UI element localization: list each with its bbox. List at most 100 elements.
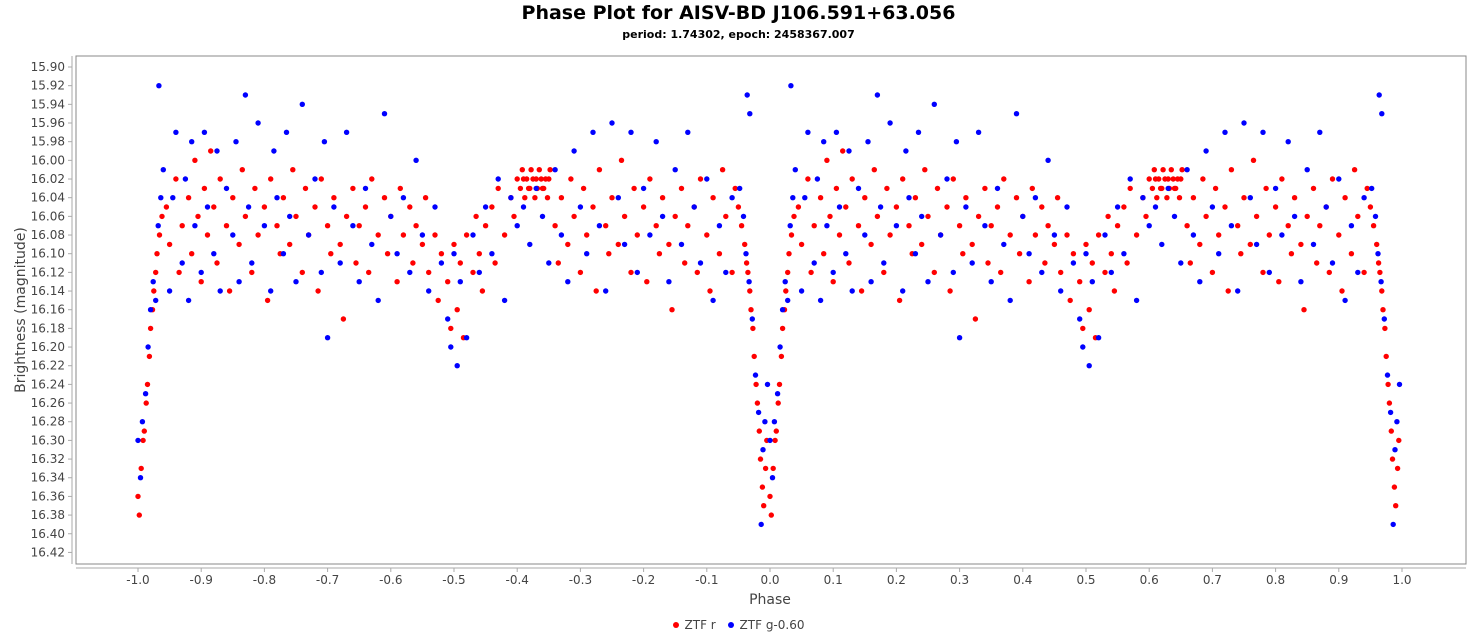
point-ztf-g — [135, 437, 141, 444]
point-ztf-r — [435, 297, 441, 304]
point-ztf-g — [1323, 204, 1329, 210]
point-ztf-g — [746, 279, 752, 285]
point-ztf-r — [672, 213, 678, 220]
point-ztf-r — [922, 167, 928, 173]
point-ztf-r — [871, 167, 877, 173]
point-ztf-r — [1310, 185, 1317, 192]
point-ztf-g — [520, 204, 527, 210]
point-ztf-r — [558, 195, 565, 201]
point-ztf-g — [198, 269, 204, 276]
point-ztf-r — [539, 185, 546, 192]
point-ztf-r — [473, 213, 479, 220]
point-ztf-r — [546, 176, 552, 182]
point-ztf-r — [397, 185, 403, 192]
point-ztf-r — [274, 223, 280, 229]
point-ztf-r — [1225, 288, 1231, 294]
point-ztf-g — [1279, 232, 1285, 238]
point-ztf-g — [1348, 223, 1355, 229]
point-ztf-r — [1108, 251, 1115, 257]
point-ztf-r — [138, 465, 144, 472]
point-ztf-r — [669, 307, 675, 313]
point-ztf-r — [896, 297, 903, 304]
point-ztf-g — [255, 120, 261, 126]
point-ztf-r — [198, 279, 204, 285]
point-ztf-r — [761, 503, 767, 509]
point-ztf-r — [786, 251, 792, 257]
point-ztf-r — [778, 353, 785, 360]
point-ztf-r — [189, 251, 195, 257]
point-ztf-g — [740, 213, 747, 220]
point-ztf-g — [975, 129, 982, 135]
point-ztf-r — [1133, 232, 1140, 238]
point-ztf-g — [489, 251, 495, 257]
point-ztf-r — [628, 269, 634, 276]
point-ztf-g — [1095, 335, 1102, 341]
point-ztf-g — [666, 279, 672, 285]
point-ztf-g — [448, 344, 454, 350]
point-ztf-r — [1339, 288, 1345, 294]
point-ztf-r — [1146, 176, 1152, 182]
y-tick-label: 16.22 — [31, 359, 65, 373]
point-ztf-r — [1212, 185, 1219, 192]
point-ztf-r — [315, 288, 321, 294]
point-ztf-r — [603, 223, 609, 229]
point-ztf-g — [1298, 279, 1304, 285]
point-ztf-g — [337, 260, 343, 266]
point-ztf-g — [158, 195, 164, 201]
point-ztf-r — [1168, 167, 1175, 173]
point-ztf-r — [522, 195, 528, 201]
point-ztf-r — [470, 269, 476, 276]
point-ztf-g — [771, 419, 778, 425]
point-ztf-r — [312, 204, 318, 210]
y-tick-label: 16.24 — [31, 377, 65, 391]
point-ztf-r — [906, 223, 912, 229]
point-ztf-r — [647, 176, 653, 182]
point-ztf-r — [426, 269, 432, 276]
y-tick-label: 16.02 — [31, 172, 65, 186]
x-tick-label: -0.6 — [379, 573, 402, 587]
point-ztf-r — [1391, 484, 1398, 490]
point-ztf-g — [1390, 521, 1396, 528]
point-ztf-r — [884, 185, 890, 192]
y-tick-label: 16.40 — [31, 527, 65, 541]
point-ztf-g — [760, 447, 766, 453]
point-ztf-r — [697, 176, 704, 182]
point-ztf-r — [862, 195, 868, 201]
point-ztf-r — [621, 213, 628, 220]
point-ztf-g — [1121, 251, 1127, 257]
point-ztf-r — [249, 269, 255, 276]
point-ztf-r — [343, 213, 350, 220]
point-ztf-r — [350, 185, 356, 192]
point-ztf-g — [790, 195, 796, 201]
point-ztf-g — [609, 120, 615, 126]
point-ztf-r — [1187, 260, 1194, 266]
point-ztf-g — [1247, 195, 1254, 201]
point-ztf-g — [697, 260, 704, 266]
point-ztf-r — [1013, 195, 1020, 201]
point-ztf-r — [571, 213, 577, 220]
point-ztf-g — [156, 83, 162, 89]
point-ztf-g — [211, 251, 217, 257]
point-ztf-r — [1149, 185, 1156, 192]
point-ztf-r — [366, 269, 372, 276]
point-ztf-r — [211, 204, 217, 210]
point-ztf-g — [236, 279, 242, 285]
y-axis-label: Brightness (magnitude) — [13, 227, 29, 393]
point-ztf-r — [618, 157, 625, 163]
point-ztf-r — [931, 269, 937, 276]
point-ztf-r — [143, 400, 149, 406]
point-ztf-r — [1396, 437, 1402, 444]
point-ztf-g — [268, 288, 274, 294]
point-ztf-r — [1001, 176, 1007, 182]
point-ztf-g — [767, 437, 773, 444]
point-ztf-r — [1160, 167, 1166, 173]
legend-label: ZTF g-0.60 — [739, 618, 805, 632]
point-ztf-g — [413, 157, 419, 163]
point-ztf-r — [159, 213, 165, 220]
point-ztf-g — [903, 148, 909, 154]
point-ztf-g — [1394, 419, 1400, 425]
point-ztf-r — [1238, 251, 1244, 257]
point-ztf-g — [672, 167, 678, 173]
point-ztf-g — [752, 372, 759, 378]
point-ztf-r — [489, 204, 495, 210]
